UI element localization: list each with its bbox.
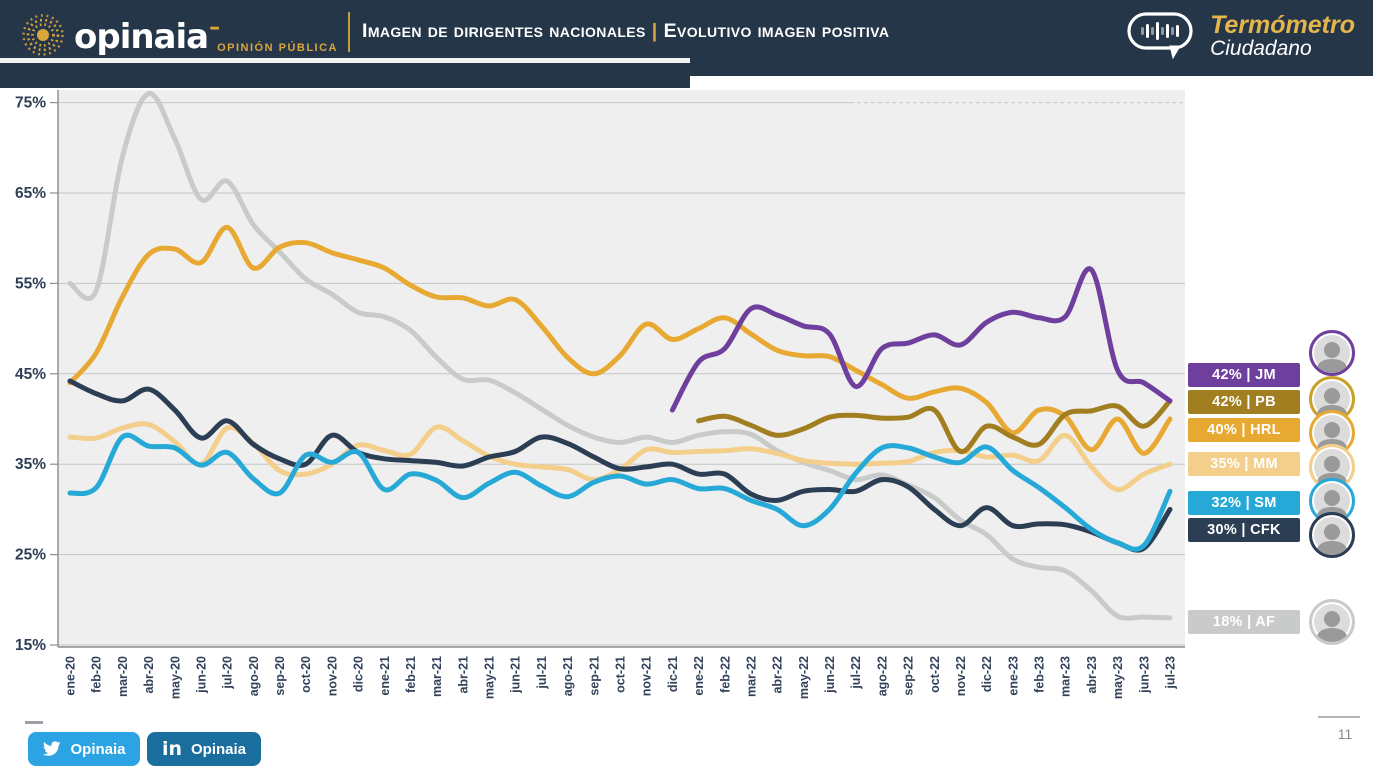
page-number: 11	[1337, 726, 1353, 742]
termometro-text: Termómetro Ciudadano	[1210, 12, 1355, 60]
page-title-left: Imagen de dirigentes nacionales	[362, 20, 646, 42]
brand-subtitle: OPINIÓN PÚBLICA	[217, 42, 339, 54]
avatar-AF	[1309, 599, 1355, 645]
y-axis-label: 45%	[15, 366, 46, 383]
x-axis-label-ene-23: ene-23	[1006, 656, 1020, 696]
y-axis-label: 35%	[15, 456, 46, 473]
person-photo-icon	[1316, 342, 1348, 373]
page-title-separator: |	[651, 20, 658, 42]
brand-dash: –	[209, 14, 220, 40]
title-divider	[348, 12, 350, 52]
x-axis-label-ene-21: ene-21	[378, 656, 392, 696]
x-axis-label-may-22: may-22	[797, 656, 811, 699]
brand-name: opinaia–	[74, 14, 220, 57]
legend-chip-JM: 42% | JM	[1188, 363, 1300, 387]
x-axis-label-sep-21: sep-21	[587, 656, 601, 696]
legend-chip-CFK: 30% | CFK	[1188, 518, 1300, 542]
x-axis-label-jun-23: jun-23	[1137, 656, 1151, 694]
x-axis-label-jun-22: jun-22	[823, 656, 837, 694]
x-axis-label-mar-23: mar-23	[1059, 656, 1073, 697]
legend-chip-SM: 32% | SM	[1188, 491, 1300, 515]
series-line-AF	[67, 91, 1173, 621]
header-sub-strip	[0, 63, 690, 88]
speech-bubble-equalizer-icon	[1127, 12, 1193, 60]
x-axis-label-nov-22: nov-22	[954, 656, 968, 696]
avatar-JM	[1309, 330, 1355, 376]
linkedin-button[interactable]: in Opinaia	[147, 732, 261, 766]
series-line-SM	[67, 432, 1173, 552]
x-axis-label-dic-20: dic-20	[352, 656, 366, 692]
x-axis-label-dic-22: dic-22	[980, 656, 994, 692]
x-axis-label-may-20: may-20	[168, 656, 182, 699]
page-number-line	[1318, 716, 1360, 718]
x-axis-label-jul-21: jul-21	[535, 656, 549, 690]
y-axis-label: 15%	[15, 637, 46, 654]
x-axis-label-jul-20: jul-20	[221, 656, 235, 690]
linkedin-in-icon: in	[161, 738, 183, 760]
x-axis-label-sep-22: sep-22	[902, 656, 916, 696]
x-axis-label-sep-20: sep-20	[273, 656, 287, 696]
x-axis-label-oct-21: oct-21	[614, 656, 628, 693]
x-axis-label-nov-21: nov-21	[640, 656, 654, 696]
termometro-line2: Ciudadano	[1210, 37, 1312, 61]
x-axis-label-oct-20: oct-20	[299, 656, 313, 693]
x-axis-label-feb-23: feb-23	[1033, 656, 1047, 693]
header-divider-line	[0, 58, 690, 63]
x-axis-label-ago-21: ago-21	[561, 656, 575, 696]
termometro-ciudadano-logo: Termómetro Ciudadano	[1126, 10, 1355, 62]
x-axis-label-jun-20: jun-20	[194, 656, 208, 694]
series-line-PB	[696, 398, 1173, 455]
x-axis-label-abr-20: abr-20	[142, 656, 156, 694]
footer-dash	[25, 721, 43, 724]
x-axis-label-may-21: may-21	[483, 656, 497, 699]
x-axis-label-feb-22: feb-22	[718, 656, 732, 693]
x-axis-label-jul-23: jul-23	[1164, 656, 1178, 690]
twitter-bird-icon	[43, 741, 62, 756]
avatar-PB	[1309, 376, 1355, 422]
x-axis-label-dic-21: dic-21	[666, 656, 680, 692]
x-axis-label-nov-20: nov-20	[325, 656, 339, 696]
x-axis-label-ene-22: ene-22	[692, 656, 706, 696]
y-axis-label: 65%	[15, 185, 46, 202]
twitter-button-label: Opinaia	[70, 740, 126, 758]
x-axis-label-mar-20: mar-20	[116, 656, 130, 697]
legend-chip-HRL: 40% | HRL	[1188, 418, 1300, 442]
x-axis-label-oct-22: oct-22	[928, 656, 942, 693]
x-axis-label-ago-22: ago-22	[875, 656, 889, 696]
avatar-CFK	[1309, 512, 1355, 558]
x-axis-label-abr-22: abr-22	[771, 656, 785, 694]
x-axis-label-feb-21: feb-21	[404, 656, 418, 693]
person-photo-icon	[1316, 611, 1348, 642]
series-line-CFK	[67, 378, 1173, 553]
person-photo-icon	[1316, 524, 1348, 555]
opinaia-logo: opinaia– OPINIÓN PÚBLICA	[20, 12, 338, 58]
page-title-right: Evolutivo imagen positiva	[663, 20, 890, 42]
x-axis-label-may-23: may-23	[1111, 656, 1125, 699]
y-axis-label: 55%	[15, 275, 46, 292]
y-axis-label: 25%	[15, 547, 46, 564]
x-axis-label-jul-22: jul-22	[849, 656, 863, 690]
x-axis-label-feb-20: feb-20	[90, 656, 104, 693]
legend-chip-MM: 35% | MM	[1188, 452, 1300, 476]
y-axis-label: 75%	[15, 95, 46, 112]
twitter-button[interactable]: Opinaia	[28, 732, 140, 766]
x-axis-label-abr-21: abr-21	[456, 656, 470, 694]
opinaia-sunburst-icon	[22, 14, 64, 56]
x-axis-label-jun-21: jun-21	[509, 656, 523, 694]
series-line-HRL	[67, 224, 1173, 456]
x-axis-label-mar-22: mar-22	[744, 656, 758, 697]
x-axis-label-ene-20: ene-20	[64, 656, 78, 696]
x-axis-label-abr-23: abr-23	[1085, 656, 1099, 694]
linkedin-button-label: Opinaia	[191, 740, 247, 758]
x-axis-label-mar-21: mar-21	[430, 656, 444, 697]
legend-chip-PB: 42% | PB	[1188, 390, 1300, 414]
termometro-line1: Termómetro	[1210, 10, 1355, 39]
page-title: Imagen de dirigentes nacionales | Evolutiv…	[362, 20, 889, 43]
series-line-JM	[669, 266, 1173, 413]
x-axis-label-ago-20: ago-20	[247, 656, 261, 696]
legend-chip-AF: 18% | AF	[1188, 610, 1300, 634]
